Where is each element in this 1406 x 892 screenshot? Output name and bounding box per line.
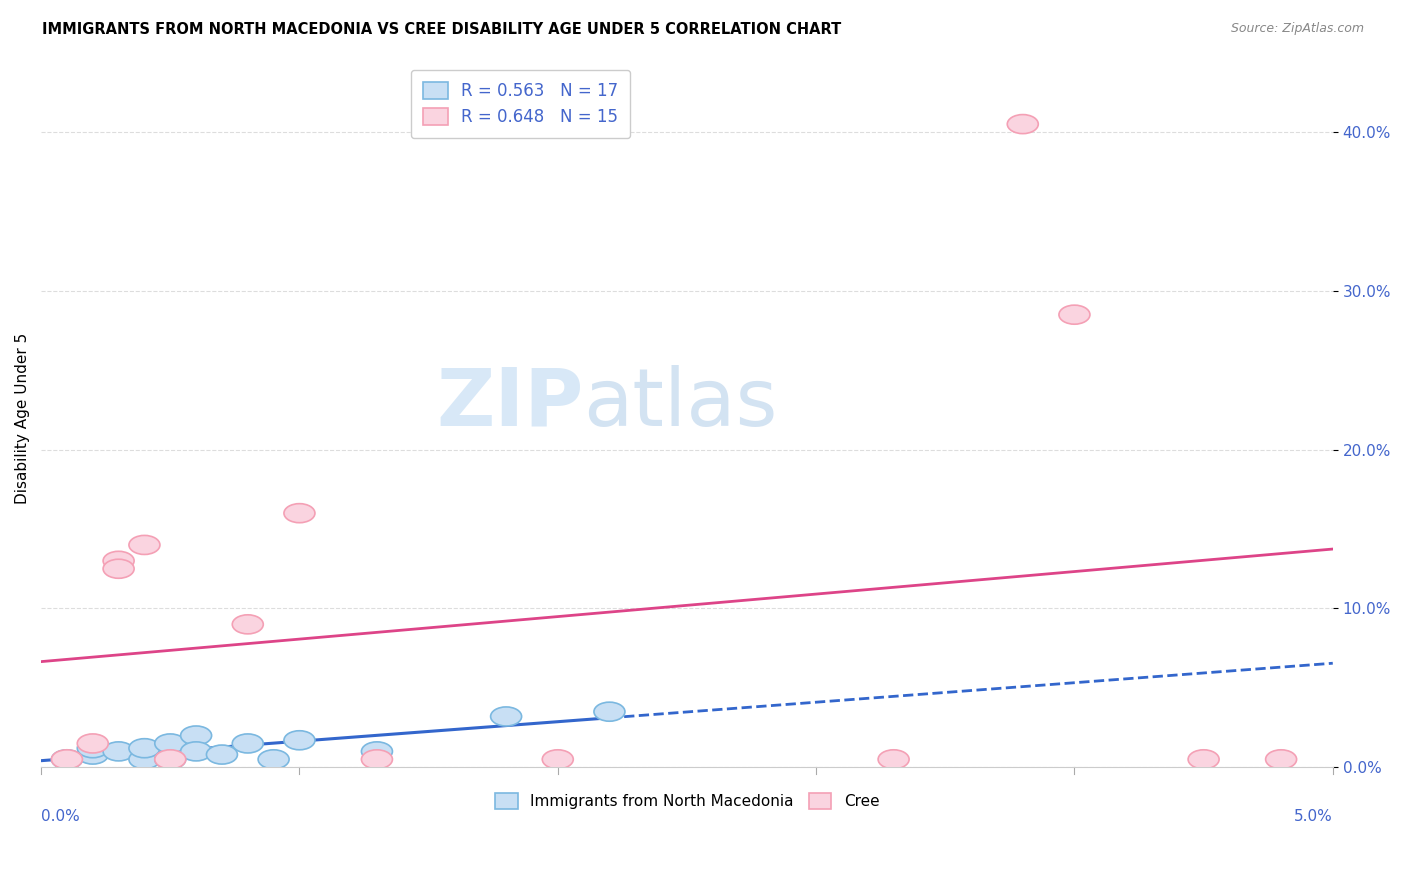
Ellipse shape xyxy=(232,734,263,753)
Text: IMMIGRANTS FROM NORTH MACEDONIA VS CREE DISABILITY AGE UNDER 5 CORRELATION CHART: IMMIGRANTS FROM NORTH MACEDONIA VS CREE … xyxy=(42,22,841,37)
Ellipse shape xyxy=(77,734,108,753)
Ellipse shape xyxy=(52,750,83,769)
Ellipse shape xyxy=(491,707,522,726)
Text: 0.0%: 0.0% xyxy=(41,809,80,824)
Ellipse shape xyxy=(879,750,910,769)
Text: Source: ZipAtlas.com: Source: ZipAtlas.com xyxy=(1230,22,1364,36)
Ellipse shape xyxy=(52,750,83,769)
Text: ZIP: ZIP xyxy=(436,365,583,443)
Ellipse shape xyxy=(77,739,108,757)
Ellipse shape xyxy=(543,750,574,769)
Ellipse shape xyxy=(155,750,186,769)
Ellipse shape xyxy=(180,726,212,745)
Ellipse shape xyxy=(1007,114,1038,134)
Ellipse shape xyxy=(103,559,134,578)
Ellipse shape xyxy=(77,745,108,764)
Ellipse shape xyxy=(103,551,134,570)
Legend: Immigrants from North Macedonia, Cree: Immigrants from North Macedonia, Cree xyxy=(488,788,886,815)
Text: atlas: atlas xyxy=(583,365,778,443)
Ellipse shape xyxy=(1188,750,1219,769)
Ellipse shape xyxy=(129,739,160,757)
Ellipse shape xyxy=(1059,305,1090,324)
Y-axis label: Disability Age Under 5: Disability Age Under 5 xyxy=(15,332,30,503)
Ellipse shape xyxy=(284,731,315,750)
Ellipse shape xyxy=(1265,750,1296,769)
Ellipse shape xyxy=(361,750,392,769)
Ellipse shape xyxy=(259,750,290,769)
Ellipse shape xyxy=(129,750,160,769)
Ellipse shape xyxy=(593,702,624,722)
Ellipse shape xyxy=(361,742,392,761)
Ellipse shape xyxy=(155,750,186,769)
Ellipse shape xyxy=(155,734,186,753)
Ellipse shape xyxy=(232,615,263,634)
Ellipse shape xyxy=(103,742,134,761)
Ellipse shape xyxy=(129,535,160,555)
Ellipse shape xyxy=(180,742,212,761)
Text: 5.0%: 5.0% xyxy=(1294,809,1333,824)
Ellipse shape xyxy=(207,745,238,764)
Ellipse shape xyxy=(284,504,315,523)
